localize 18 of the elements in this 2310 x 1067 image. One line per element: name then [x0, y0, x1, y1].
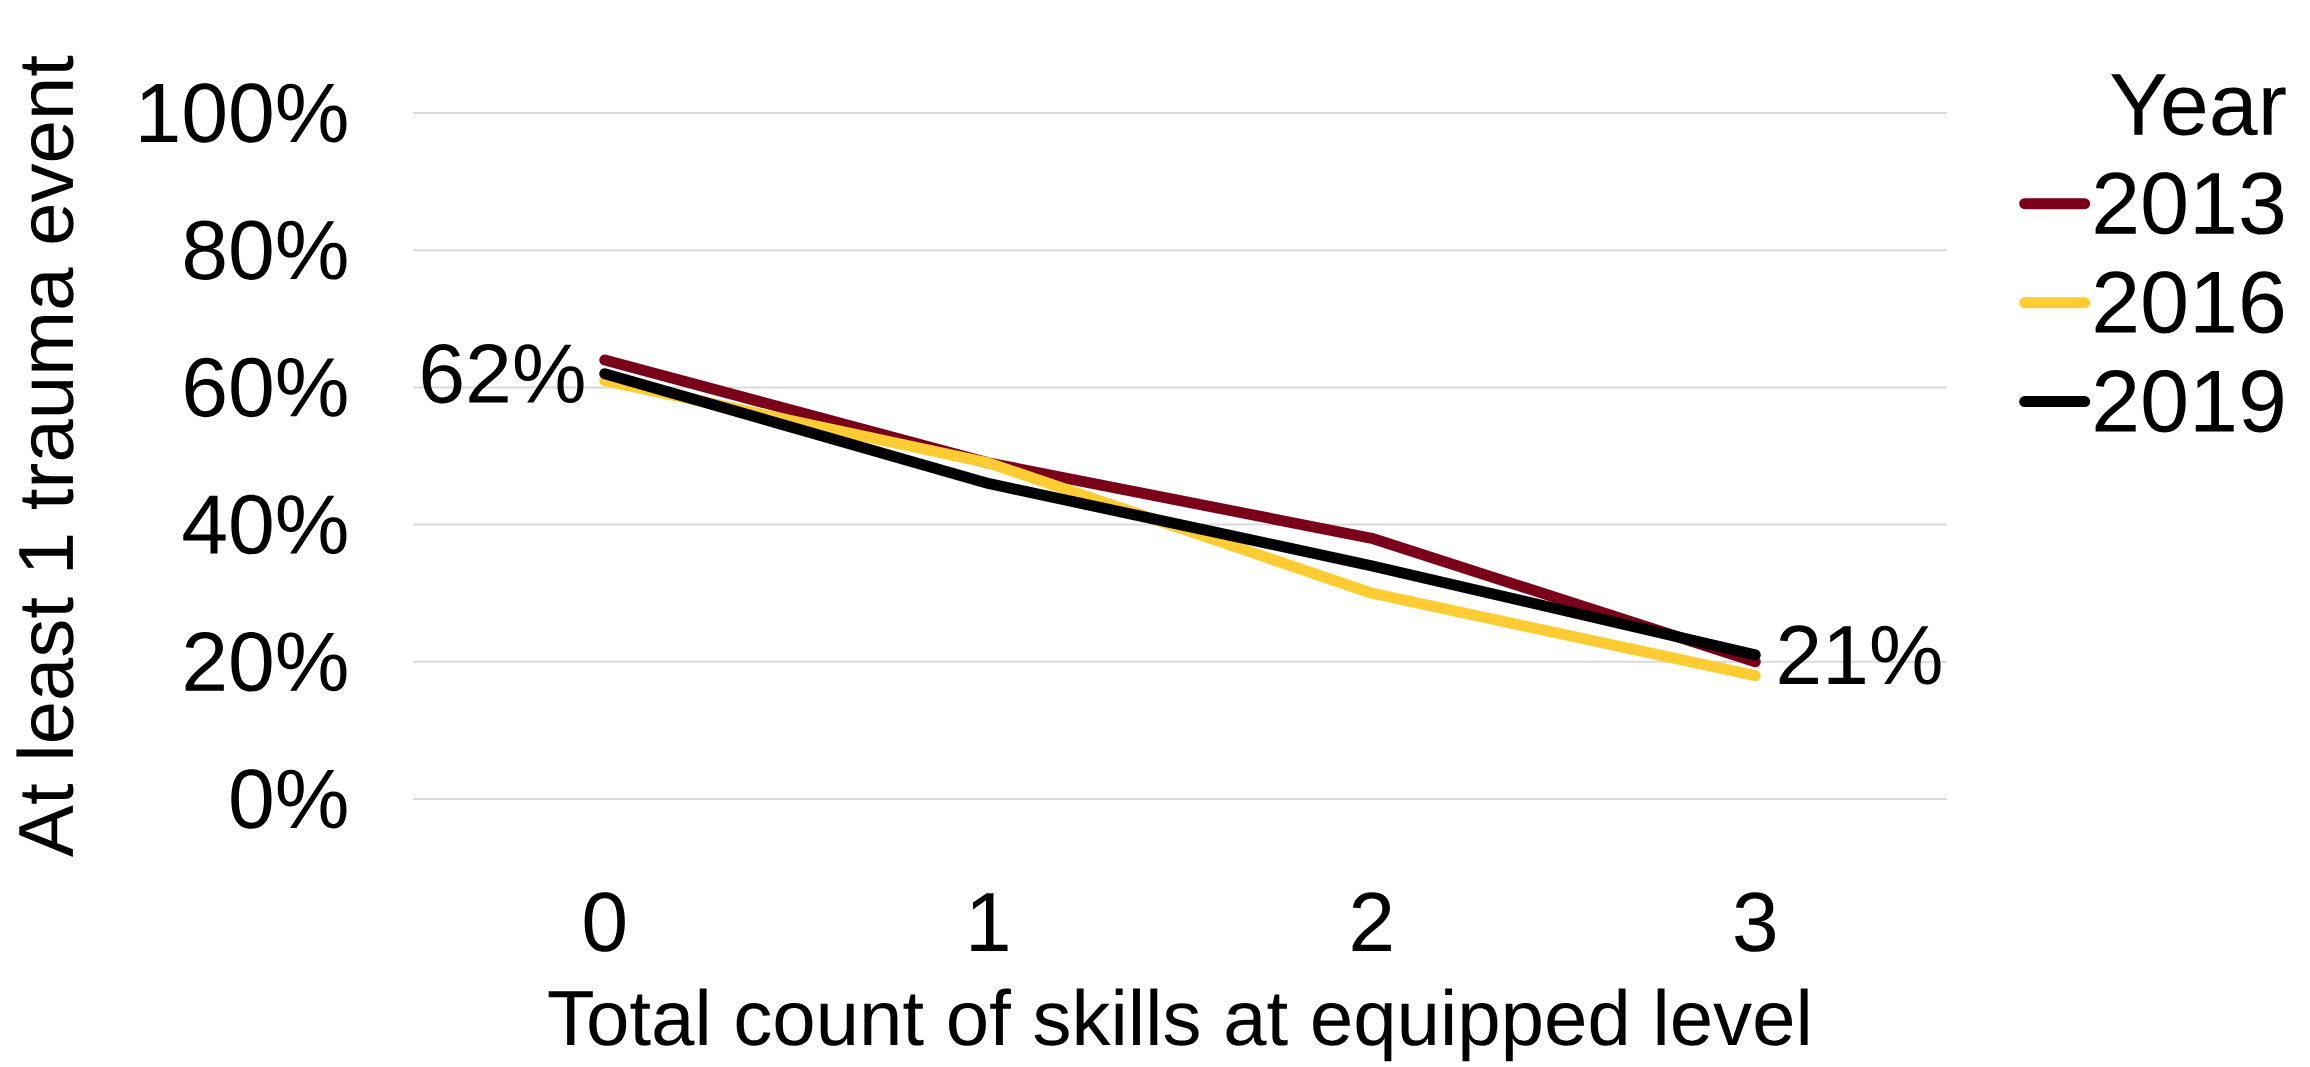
- y-axis-title: At least 1 trauma event: [16, 55, 74, 857]
- legend-label: 2016: [2095, 271, 2284, 334]
- x-tick-label: 0: [584, 892, 625, 952]
- x-tick-label: 1: [971, 893, 1008, 951]
- legend-label: 2019: [2095, 370, 2283, 433]
- data-label: 21%: [1779, 625, 1941, 685]
- y-tick-label: 80%: [185, 220, 347, 280]
- x-tick-label: 3: [1735, 892, 1775, 952]
- x-axis-title: Total count of skills at equipped level: [548, 988, 1808, 1062]
- y-tick-label: 60%: [185, 357, 347, 418]
- y-tick-label: 100%: [141, 83, 347, 143]
- y-tick-label: 20%: [185, 632, 347, 692]
- y-tick-label: 0%: [231, 769, 347, 829]
- x-tick-label: 2: [1352, 892, 1391, 951]
- legend-title: Year: [2111, 74, 2286, 136]
- y-tick-label: 40%: [183, 494, 347, 555]
- data-label: 62%: [422, 343, 584, 404]
- legend-label: 2013: [2095, 172, 2284, 235]
